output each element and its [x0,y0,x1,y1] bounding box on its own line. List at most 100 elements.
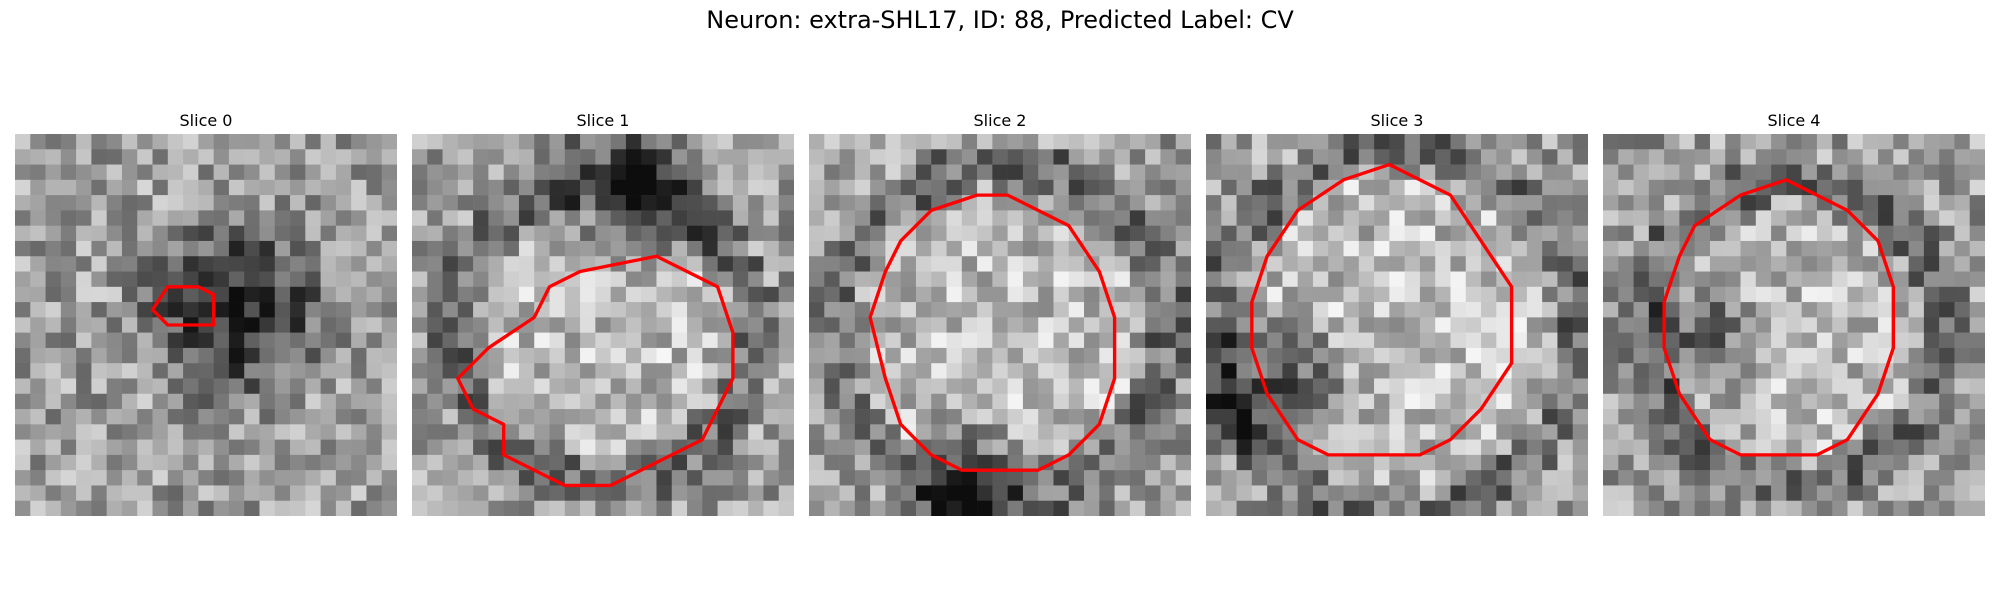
pixel [457,317,474,333]
pixel [1389,470,1405,486]
pixel [549,210,566,226]
pixel [1664,210,1680,226]
pixel [320,195,337,211]
pixel [1893,439,1909,456]
pixel [1893,363,1909,379]
pixel [183,470,199,486]
pixel [228,302,245,318]
pixel [1068,149,1085,165]
pixel [778,195,794,211]
pixel [1114,134,1131,150]
pixel [1221,439,1237,456]
pixel [228,332,245,349]
pixel [121,210,138,226]
pixel [1816,164,1833,181]
pixel [931,347,947,364]
pixel [1435,409,1451,425]
pixel [228,454,245,471]
pixel [824,409,840,425]
pixel [1755,164,1772,181]
pixel [1572,332,1588,349]
pixel [748,210,764,226]
pixel [91,240,107,257]
pixel [595,332,611,349]
pixel [1450,363,1467,379]
pixel [1939,485,1955,502]
pixel [1755,424,1772,440]
pixel [15,409,31,425]
pixel [1755,485,1772,502]
pixel [1496,470,1512,486]
pixel [580,134,596,150]
pixel [1526,195,1543,211]
pixel [259,500,276,516]
pixel [1923,302,1940,318]
pixel [1816,286,1833,303]
pixel [534,409,550,425]
pixel [198,470,214,486]
pixel [1282,179,1298,196]
pixel [778,225,794,242]
pixel [1786,225,1802,242]
pixel [381,210,397,226]
pixel [1007,210,1024,226]
pixel [1572,347,1588,364]
pixel [366,149,383,165]
pixel [1160,286,1177,303]
pixel [244,195,260,211]
pixel [412,454,428,471]
pixel [854,149,871,165]
pixel [1435,286,1451,303]
pixel [76,500,92,516]
pixel [1801,149,1818,165]
pixel [1725,134,1741,150]
pixel [1572,164,1588,181]
pixel [1084,409,1100,425]
pixel [45,271,62,288]
pixel [1893,332,1909,349]
pixel [1297,317,1314,333]
pixel [580,240,596,257]
pixel [1145,179,1161,196]
pixel [381,439,397,456]
pixel [1099,179,1115,196]
pixel [1572,195,1588,211]
pixel [580,500,596,516]
pixel [1954,286,1971,303]
pixel [1022,179,1039,196]
pixel [656,256,673,272]
pixel [1511,240,1528,257]
pixel [1206,134,1222,150]
segmentation-contour [1250,162,1514,457]
pixel [1160,256,1177,272]
pixel [1969,332,1985,349]
pixel [1328,378,1344,395]
pixel [763,332,780,349]
pixel [885,454,901,471]
pixel [1832,454,1848,471]
pixel [412,363,428,379]
pixel [518,332,535,349]
pixel [1343,179,1360,196]
pixel [1542,195,1558,211]
pixel [213,409,230,425]
pixel [809,164,825,181]
pixel [1328,424,1344,440]
pixel [320,424,337,440]
pixel [1145,195,1161,211]
pixel [1419,286,1436,303]
pixel [778,439,794,456]
pixel [503,195,520,211]
pixel [671,363,688,379]
pixel [1633,317,1650,333]
pixel [1786,302,1802,318]
pixel [1709,317,1726,333]
pixel [1832,378,1848,395]
pixel [488,210,504,226]
pixel [121,347,138,364]
pixel [442,302,459,318]
pixel [824,317,840,333]
pixel [946,424,963,440]
pixel [732,378,749,395]
pixel [1847,470,1864,486]
